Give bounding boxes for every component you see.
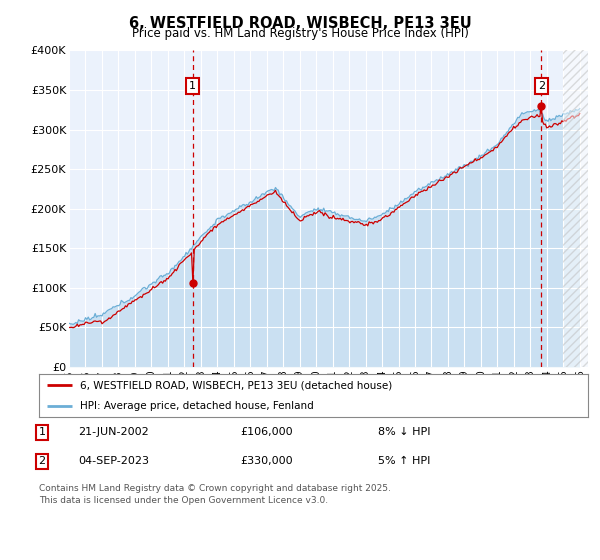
Text: 5% ↑ HPI: 5% ↑ HPI <box>378 456 430 466</box>
Text: 1: 1 <box>189 81 196 91</box>
Text: 04-SEP-2023: 04-SEP-2023 <box>78 456 149 466</box>
Text: 6, WESTFIELD ROAD, WISBECH, PE13 3EU (detached house): 6, WESTFIELD ROAD, WISBECH, PE13 3EU (de… <box>80 380 392 390</box>
Text: 21-JUN-2002: 21-JUN-2002 <box>78 427 149 437</box>
Text: 2: 2 <box>38 456 46 466</box>
Text: 6, WESTFIELD ROAD, WISBECH, PE13 3EU: 6, WESTFIELD ROAD, WISBECH, PE13 3EU <box>128 16 472 31</box>
Text: 8% ↓ HPI: 8% ↓ HPI <box>378 427 431 437</box>
Text: £330,000: £330,000 <box>240 456 293 466</box>
Text: 1: 1 <box>38 427 46 437</box>
Text: 2: 2 <box>538 81 545 91</box>
Text: £106,000: £106,000 <box>240 427 293 437</box>
Text: HPI: Average price, detached house, Fenland: HPI: Average price, detached house, Fenl… <box>80 402 314 411</box>
Text: Contains HM Land Registry data © Crown copyright and database right 2025.
This d: Contains HM Land Registry data © Crown c… <box>39 484 391 505</box>
Text: Price paid vs. HM Land Registry's House Price Index (HPI): Price paid vs. HM Land Registry's House … <box>131 27 469 40</box>
